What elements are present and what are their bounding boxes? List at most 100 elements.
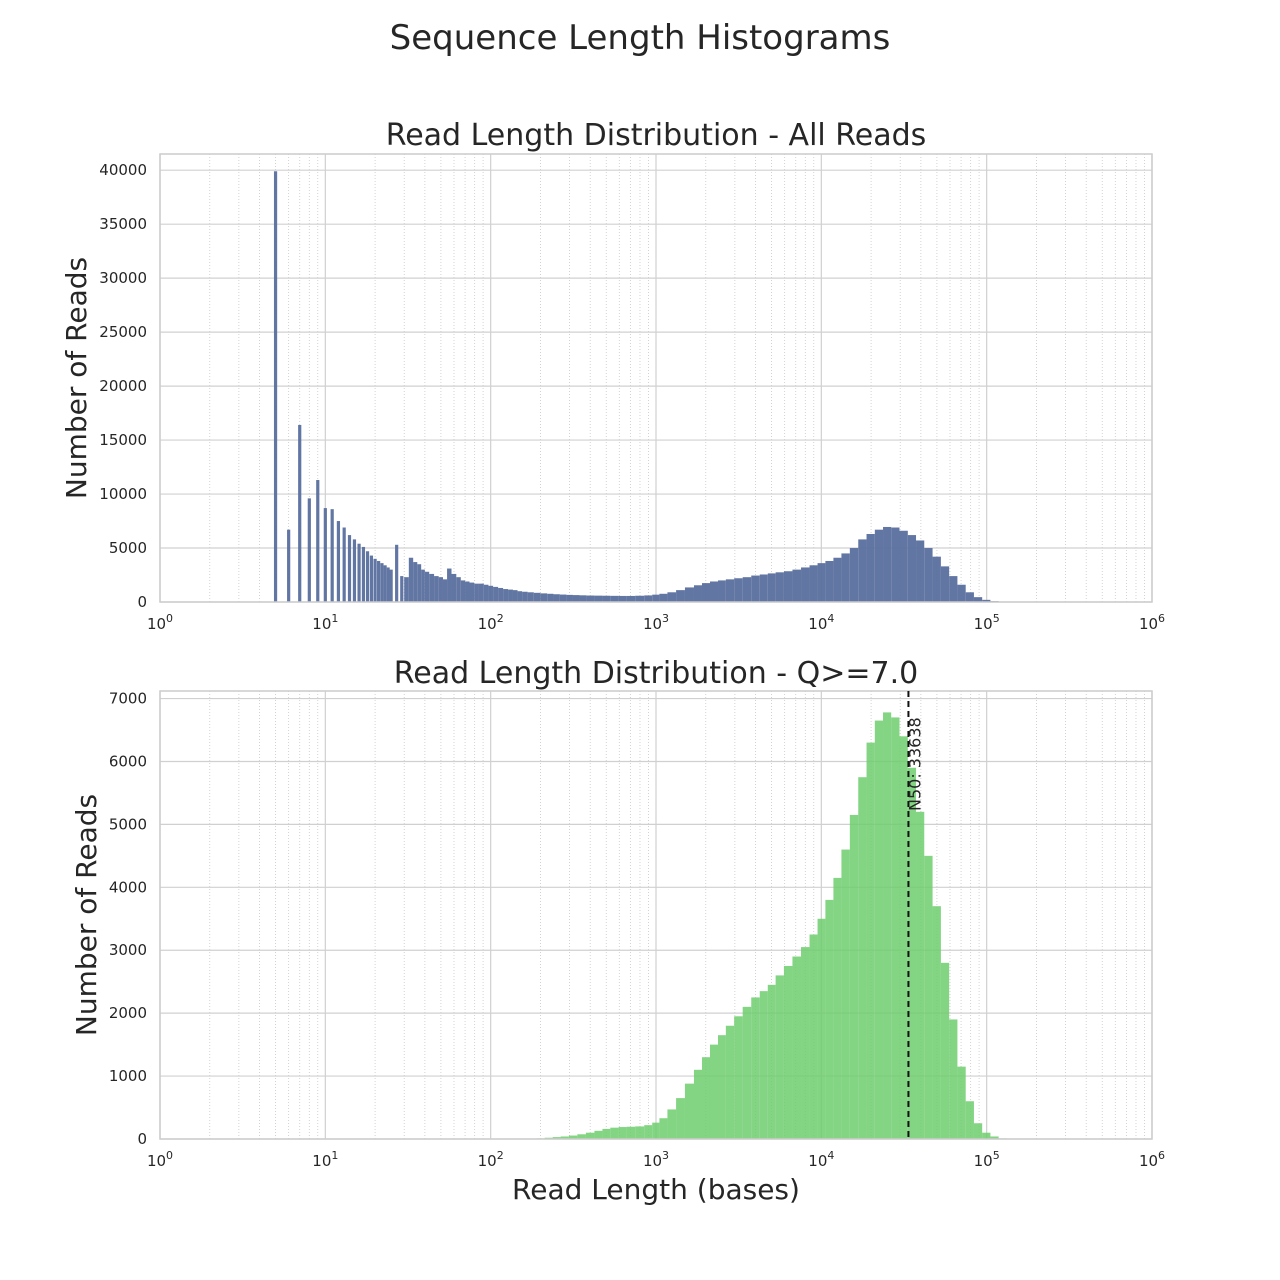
- bar: [307, 498, 311, 602]
- y-tick-label: 5000: [109, 815, 147, 833]
- bar: [568, 1135, 578, 1139]
- bar: [602, 1128, 611, 1139]
- bar: [751, 575, 760, 602]
- bar: [644, 1125, 653, 1139]
- bar: [586, 595, 595, 602]
- x-tick-label: 106: [1139, 1149, 1165, 1170]
- bar: [336, 521, 341, 602]
- y-axis-label: Number of Reads: [60, 257, 93, 499]
- bar: [849, 814, 859, 1139]
- bar: [298, 424, 302, 602]
- bar: [883, 526, 892, 602]
- x-tick-label: 102: [478, 612, 504, 633]
- x-tick-label: 104: [808, 612, 834, 633]
- bar: [610, 1127, 619, 1139]
- bar: [817, 563, 826, 602]
- bar: [618, 1127, 627, 1139]
- bar: [725, 1025, 735, 1139]
- bar: [610, 595, 619, 602]
- bar: [361, 546, 366, 602]
- bar: [965, 592, 974, 602]
- y-tick-label: 7000: [109, 690, 147, 708]
- bar: [424, 571, 430, 602]
- x-tick-label: 102: [478, 1149, 504, 1170]
- bar: [383, 565, 387, 602]
- bar: [701, 583, 710, 602]
- bar: [693, 1069, 702, 1139]
- x-tick-label: 101: [312, 612, 338, 633]
- y-tick-label: 5000: [109, 539, 147, 557]
- bar: [602, 595, 611, 602]
- bar: [635, 595, 645, 602]
- chart-panel-2: 100 101 102 103 104 105 106 0 1000 2000 3000 4000 50…: [70, 656, 1165, 1206]
- bar: [352, 539, 357, 602]
- x-tick-label: 105: [974, 1149, 1000, 1170]
- y-tick-label: 40000: [99, 161, 147, 179]
- y-tick-label: 10000: [99, 485, 147, 503]
- bar: [924, 855, 933, 1139]
- bar: [547, 593, 554, 602]
- bar: [742, 577, 752, 602]
- bar: [594, 1130, 603, 1139]
- bar: [932, 556, 941, 602]
- bar: [693, 585, 702, 602]
- x-tick-label: 103: [643, 1149, 669, 1170]
- bar: [833, 877, 842, 1139]
- bar: [973, 597, 983, 602]
- bar: [527, 592, 534, 602]
- bar: [734, 578, 743, 602]
- bar: [342, 527, 346, 602]
- bar: [508, 589, 513, 602]
- bar: [438, 577, 443, 602]
- bar: [734, 1016, 743, 1139]
- bar: [380, 563, 384, 602]
- bar: [783, 571, 793, 602]
- bar: [949, 1019, 958, 1139]
- bar: [676, 590, 685, 602]
- bar: [940, 566, 950, 602]
- bar: [701, 1057, 710, 1139]
- subplot-title: Read Length Distribution - Q>=7.0: [394, 656, 918, 691]
- bar: [626, 1126, 636, 1139]
- bar: [801, 567, 810, 602]
- bar: [742, 1006, 752, 1139]
- bar: [965, 1101, 974, 1139]
- bar: [866, 533, 875, 602]
- bar: [287, 529, 291, 602]
- bar: [684, 587, 694, 602]
- bar: [759, 991, 768, 1139]
- bar: [982, 599, 991, 602]
- bar: [493, 586, 499, 602]
- bar: [451, 573, 457, 602]
- bar: [924, 548, 933, 602]
- bar: [594, 595, 603, 602]
- bar: [429, 573, 435, 602]
- bar: [434, 576, 439, 602]
- bar: [483, 584, 489, 602]
- bar-series: [273, 171, 1007, 603]
- bar: [533, 592, 541, 602]
- y-tick-label: 0: [137, 1130, 147, 1148]
- bar: [801, 947, 810, 1139]
- bar: [447, 568, 452, 602]
- bar: [916, 540, 925, 602]
- y-tick-label: 2000: [109, 1004, 147, 1022]
- bar: [389, 569, 393, 602]
- y-tick-label: 35000: [99, 215, 147, 233]
- bar: [522, 591, 528, 602]
- y-axis-label: Number of Reads: [70, 794, 103, 1036]
- y-tick-label: 20000: [99, 377, 147, 395]
- y-tick-label: 0: [137, 593, 147, 611]
- bar: [775, 975, 784, 1139]
- bar: [488, 585, 494, 602]
- bar: [759, 574, 768, 602]
- bar: [849, 548, 859, 602]
- bar: [460, 580, 466, 602]
- bar: [783, 965, 793, 1139]
- x-tick-label: 103: [643, 612, 669, 633]
- bar: [899, 530, 908, 602]
- bar: [512, 590, 518, 602]
- bar: [553, 594, 560, 602]
- x-tick-label: 101: [312, 1149, 338, 1170]
